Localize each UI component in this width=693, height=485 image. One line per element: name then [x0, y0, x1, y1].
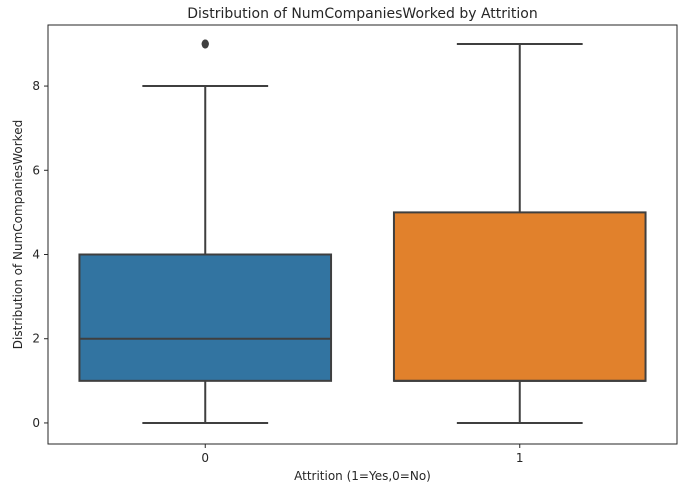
- y-tick-label: 6: [32, 163, 40, 177]
- y-tick-label: 4: [32, 248, 40, 262]
- box-body: [392, 211, 647, 382]
- boxes: [78, 39, 647, 424]
- plot-frame: [47, 24, 678, 445]
- y-tick-label: 8: [32, 79, 40, 93]
- y-axis-title: Distribution of NumCompaniesWorked: [11, 120, 25, 349]
- box-group: [392, 42, 647, 424]
- y-tick-label: 0: [32, 416, 40, 430]
- x-axis-title: Attrition (1=Yes,0=No): [294, 469, 431, 483]
- x-tick-label: 0: [201, 451, 209, 465]
- box-body: [78, 253, 333, 382]
- chart-title: Distribution of NumCompaniesWorked by At…: [187, 6, 537, 22]
- y-tick-label: 2: [32, 332, 40, 346]
- outlier-point: [201, 39, 209, 49]
- y-axis: 0 2 4 6 8: [32, 79, 48, 430]
- x-tick-label: 1: [516, 451, 524, 465]
- box-group: [78, 39, 333, 424]
